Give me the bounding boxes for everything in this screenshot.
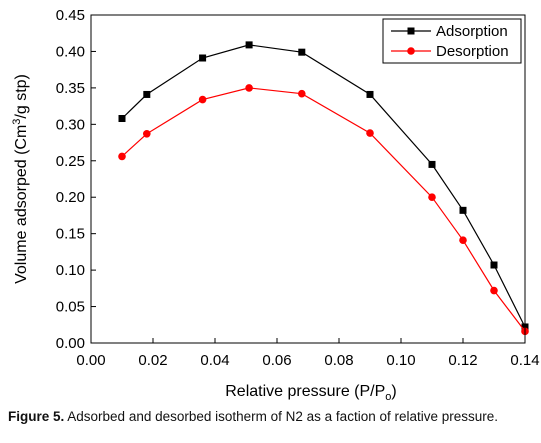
series-line-desorption bbox=[121, 87, 526, 332]
y-axis-ticks: 0.00 0.05 0.10 0.15 0.20 0.25 0.30 0.35 0.40 0.45 bbox=[56, 7, 96, 352]
data-point-desorption bbox=[459, 236, 467, 245]
data-point-desorption bbox=[198, 95, 207, 104]
y-tick-label: 0.25 bbox=[56, 153, 85, 170]
legend-square-marker bbox=[407, 27, 415, 35]
data-point-desorption bbox=[366, 129, 374, 137]
y-tick-label: 0.15 bbox=[56, 226, 85, 243]
y-tick-label: 0.40 bbox=[56, 43, 85, 60]
x-tick-label: 0.06 bbox=[262, 352, 291, 369]
data-point-adsorption bbox=[118, 115, 126, 123]
isotherm-chart: 0.00 0.05 0.10 0.15 0.20 0.25 0.30 0.35 0.40 0.45… bbox=[11, 7, 540, 403]
x-tick-label: 0.00 bbox=[76, 352, 105, 369]
caption-text: Adsorbed and desorbed isotherm of N2 as … bbox=[64, 409, 499, 424]
data-point-desorption bbox=[298, 89, 306, 98]
x-tick-label: 0.08 bbox=[324, 352, 353, 369]
x-tick-label: 0.04 bbox=[200, 352, 229, 369]
legend-circle-marker bbox=[407, 47, 415, 55]
legend-label-adsorption: Adsorption bbox=[436, 23, 508, 40]
data-point-adsorption bbox=[366, 90, 374, 98]
data-point-desorption bbox=[245, 84, 253, 92]
data-point-adsorption bbox=[245, 41, 253, 49]
legend-label-desorption: Desorption bbox=[436, 43, 509, 60]
x-tick-label: 0.14 bbox=[510, 352, 539, 369]
x-axis-title: Relative pressure (P/Po) bbox=[225, 383, 397, 403]
series-line-adsorption bbox=[121, 44, 526, 328]
data-point-desorption bbox=[143, 130, 151, 138]
y-tick-label: 0.05 bbox=[56, 299, 85, 316]
data-point-desorption bbox=[490, 286, 498, 295]
data-point-adsorption bbox=[459, 206, 467, 214]
data-point-desorption bbox=[118, 152, 126, 161]
y-tick-label: 0.30 bbox=[56, 116, 85, 133]
data-point-adsorption bbox=[143, 90, 151, 98]
y-tick-label: 0.20 bbox=[56, 189, 85, 206]
data-point-adsorption bbox=[298, 48, 306, 56]
data-point-desorption bbox=[428, 193, 436, 202]
plot-frame bbox=[90, 14, 526, 344]
y-tick-label: 0.10 bbox=[56, 262, 85, 279]
caption-label: Figure 5. bbox=[8, 409, 65, 424]
data-point-adsorption bbox=[199, 54, 207, 62]
y-tick-label: 0.35 bbox=[56, 80, 85, 97]
y-axis-title: Volume adsorped (Cm3/g stp) bbox=[11, 74, 30, 284]
x-tick-label: 0.10 bbox=[386, 352, 415, 369]
legend-item-adsorption: Adsorption bbox=[391, 23, 508, 40]
x-axis-ticks: 0.00 0.02 0.04 0.06 0.08 0.10 0.12 0.14 bbox=[76, 338, 540, 369]
legend: Adsorption Desorption bbox=[382, 18, 522, 64]
legend-item-desorption: Desorption bbox=[391, 43, 509, 60]
x-tick-label: 0.02 bbox=[138, 352, 167, 369]
figure-caption: Figure 5. Adsorbed and desorbed isotherm… bbox=[8, 409, 538, 424]
x-tick-label: 0.12 bbox=[448, 352, 477, 369]
data-point-adsorption bbox=[490, 261, 498, 269]
series-layer bbox=[118, 41, 529, 336]
y-tick-label: 0.45 bbox=[56, 7, 85, 24]
data-point-adsorption bbox=[428, 160, 436, 168]
legend-box bbox=[382, 18, 522, 64]
y-tick-label: 0.00 bbox=[56, 335, 85, 352]
